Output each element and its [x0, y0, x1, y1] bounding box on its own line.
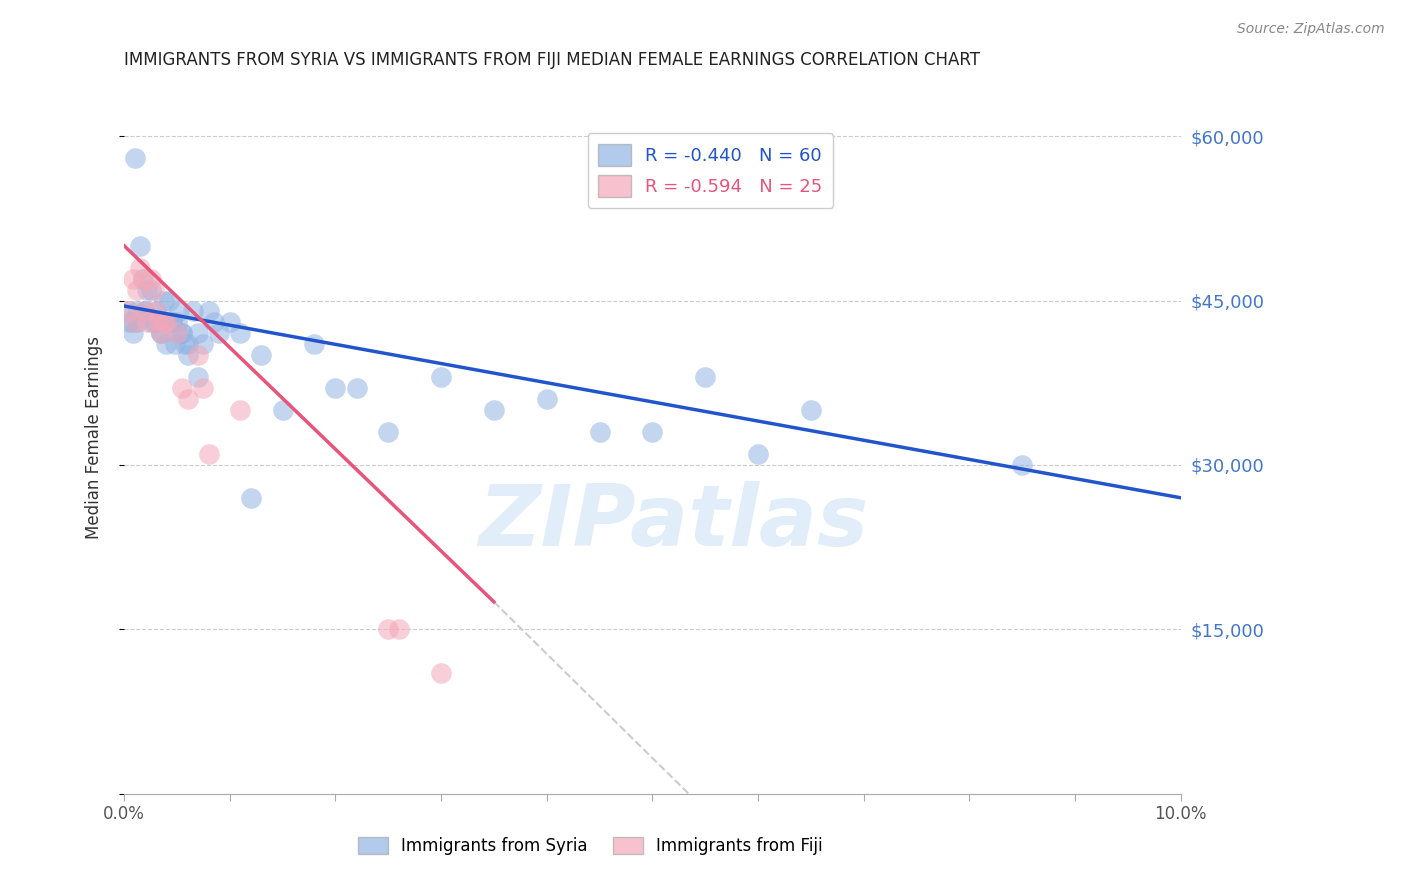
Point [193, 337, 215, 351]
Point [536, 392, 558, 406]
Legend: R = -0.440   N = 60, R = -0.594   N = 25: R = -0.440 N = 60, R = -0.594 N = 25 [588, 133, 834, 208]
Point [124, 151, 146, 165]
Point [121, 326, 143, 341]
Point [346, 381, 368, 395]
Point [377, 622, 399, 636]
Point [153, 315, 176, 329]
Point [121, 271, 143, 285]
Point [325, 381, 347, 395]
Point [163, 337, 186, 351]
Point [150, 326, 173, 341]
Point [208, 326, 231, 341]
Point [187, 370, 209, 384]
Point [132, 271, 155, 285]
Point [145, 304, 167, 318]
Point [146, 315, 169, 329]
Point [125, 315, 148, 329]
Point [250, 348, 273, 362]
Point [747, 447, 769, 461]
Point [1011, 458, 1033, 472]
Point [172, 326, 194, 341]
Point [157, 293, 180, 308]
Point [172, 326, 194, 341]
Point [125, 283, 148, 297]
Point [132, 271, 155, 285]
Point [125, 304, 148, 318]
Point [139, 315, 162, 329]
Y-axis label: Median Female Earnings: Median Female Earnings [86, 336, 103, 539]
Point [229, 326, 252, 341]
Point [187, 348, 209, 362]
Point [176, 392, 198, 406]
Point [155, 315, 177, 329]
Point [167, 304, 190, 318]
Point [124, 315, 146, 329]
Point [139, 283, 162, 297]
Point [641, 425, 664, 439]
Point [695, 370, 717, 384]
Point [430, 370, 453, 384]
Point [187, 326, 209, 341]
Point [271, 403, 294, 417]
Point [139, 271, 162, 285]
Point [134, 304, 156, 318]
Text: ZIPatlas: ZIPatlas [478, 482, 869, 565]
Point [134, 304, 156, 318]
Point [304, 337, 326, 351]
Point [121, 315, 143, 329]
Point [218, 315, 240, 329]
Point [239, 491, 262, 505]
Legend: Immigrants from Syria, Immigrants from Fiji: Immigrants from Syria, Immigrants from F… [352, 830, 830, 862]
Text: Source: ZipAtlas.com: Source: ZipAtlas.com [1237, 22, 1385, 37]
Point [118, 315, 141, 329]
Point [145, 304, 167, 318]
Point [181, 304, 204, 318]
Point [193, 381, 215, 395]
Point [145, 315, 167, 329]
Point [229, 403, 252, 417]
Point [142, 315, 165, 329]
Point [160, 315, 183, 329]
Point [377, 425, 399, 439]
Point [430, 666, 453, 681]
Point [136, 315, 159, 329]
Point [197, 304, 219, 318]
Point [142, 283, 165, 297]
Point [176, 348, 198, 362]
Point [166, 326, 188, 341]
Point [588, 425, 610, 439]
Point [172, 381, 194, 395]
Point [176, 337, 198, 351]
Point [174, 337, 197, 351]
Point [202, 315, 225, 329]
Point [388, 622, 411, 636]
Point [118, 304, 141, 318]
Point [155, 315, 177, 329]
Point [146, 315, 169, 329]
Point [166, 315, 188, 329]
Point [153, 293, 176, 308]
Point [197, 447, 219, 461]
Point [150, 326, 173, 341]
Point [166, 326, 188, 341]
Point [155, 337, 177, 351]
Point [800, 403, 823, 417]
Point [482, 403, 505, 417]
Point [134, 304, 156, 318]
Point [129, 260, 152, 275]
Point [150, 326, 173, 341]
Point [118, 304, 141, 318]
Point [129, 238, 152, 252]
Point [136, 283, 159, 297]
Text: IMMIGRANTS FROM SYRIA VS IMMIGRANTS FROM FIJI MEDIAN FEMALE EARNINGS CORRELATION: IMMIGRANTS FROM SYRIA VS IMMIGRANTS FROM… [124, 51, 980, 69]
Point [160, 315, 183, 329]
